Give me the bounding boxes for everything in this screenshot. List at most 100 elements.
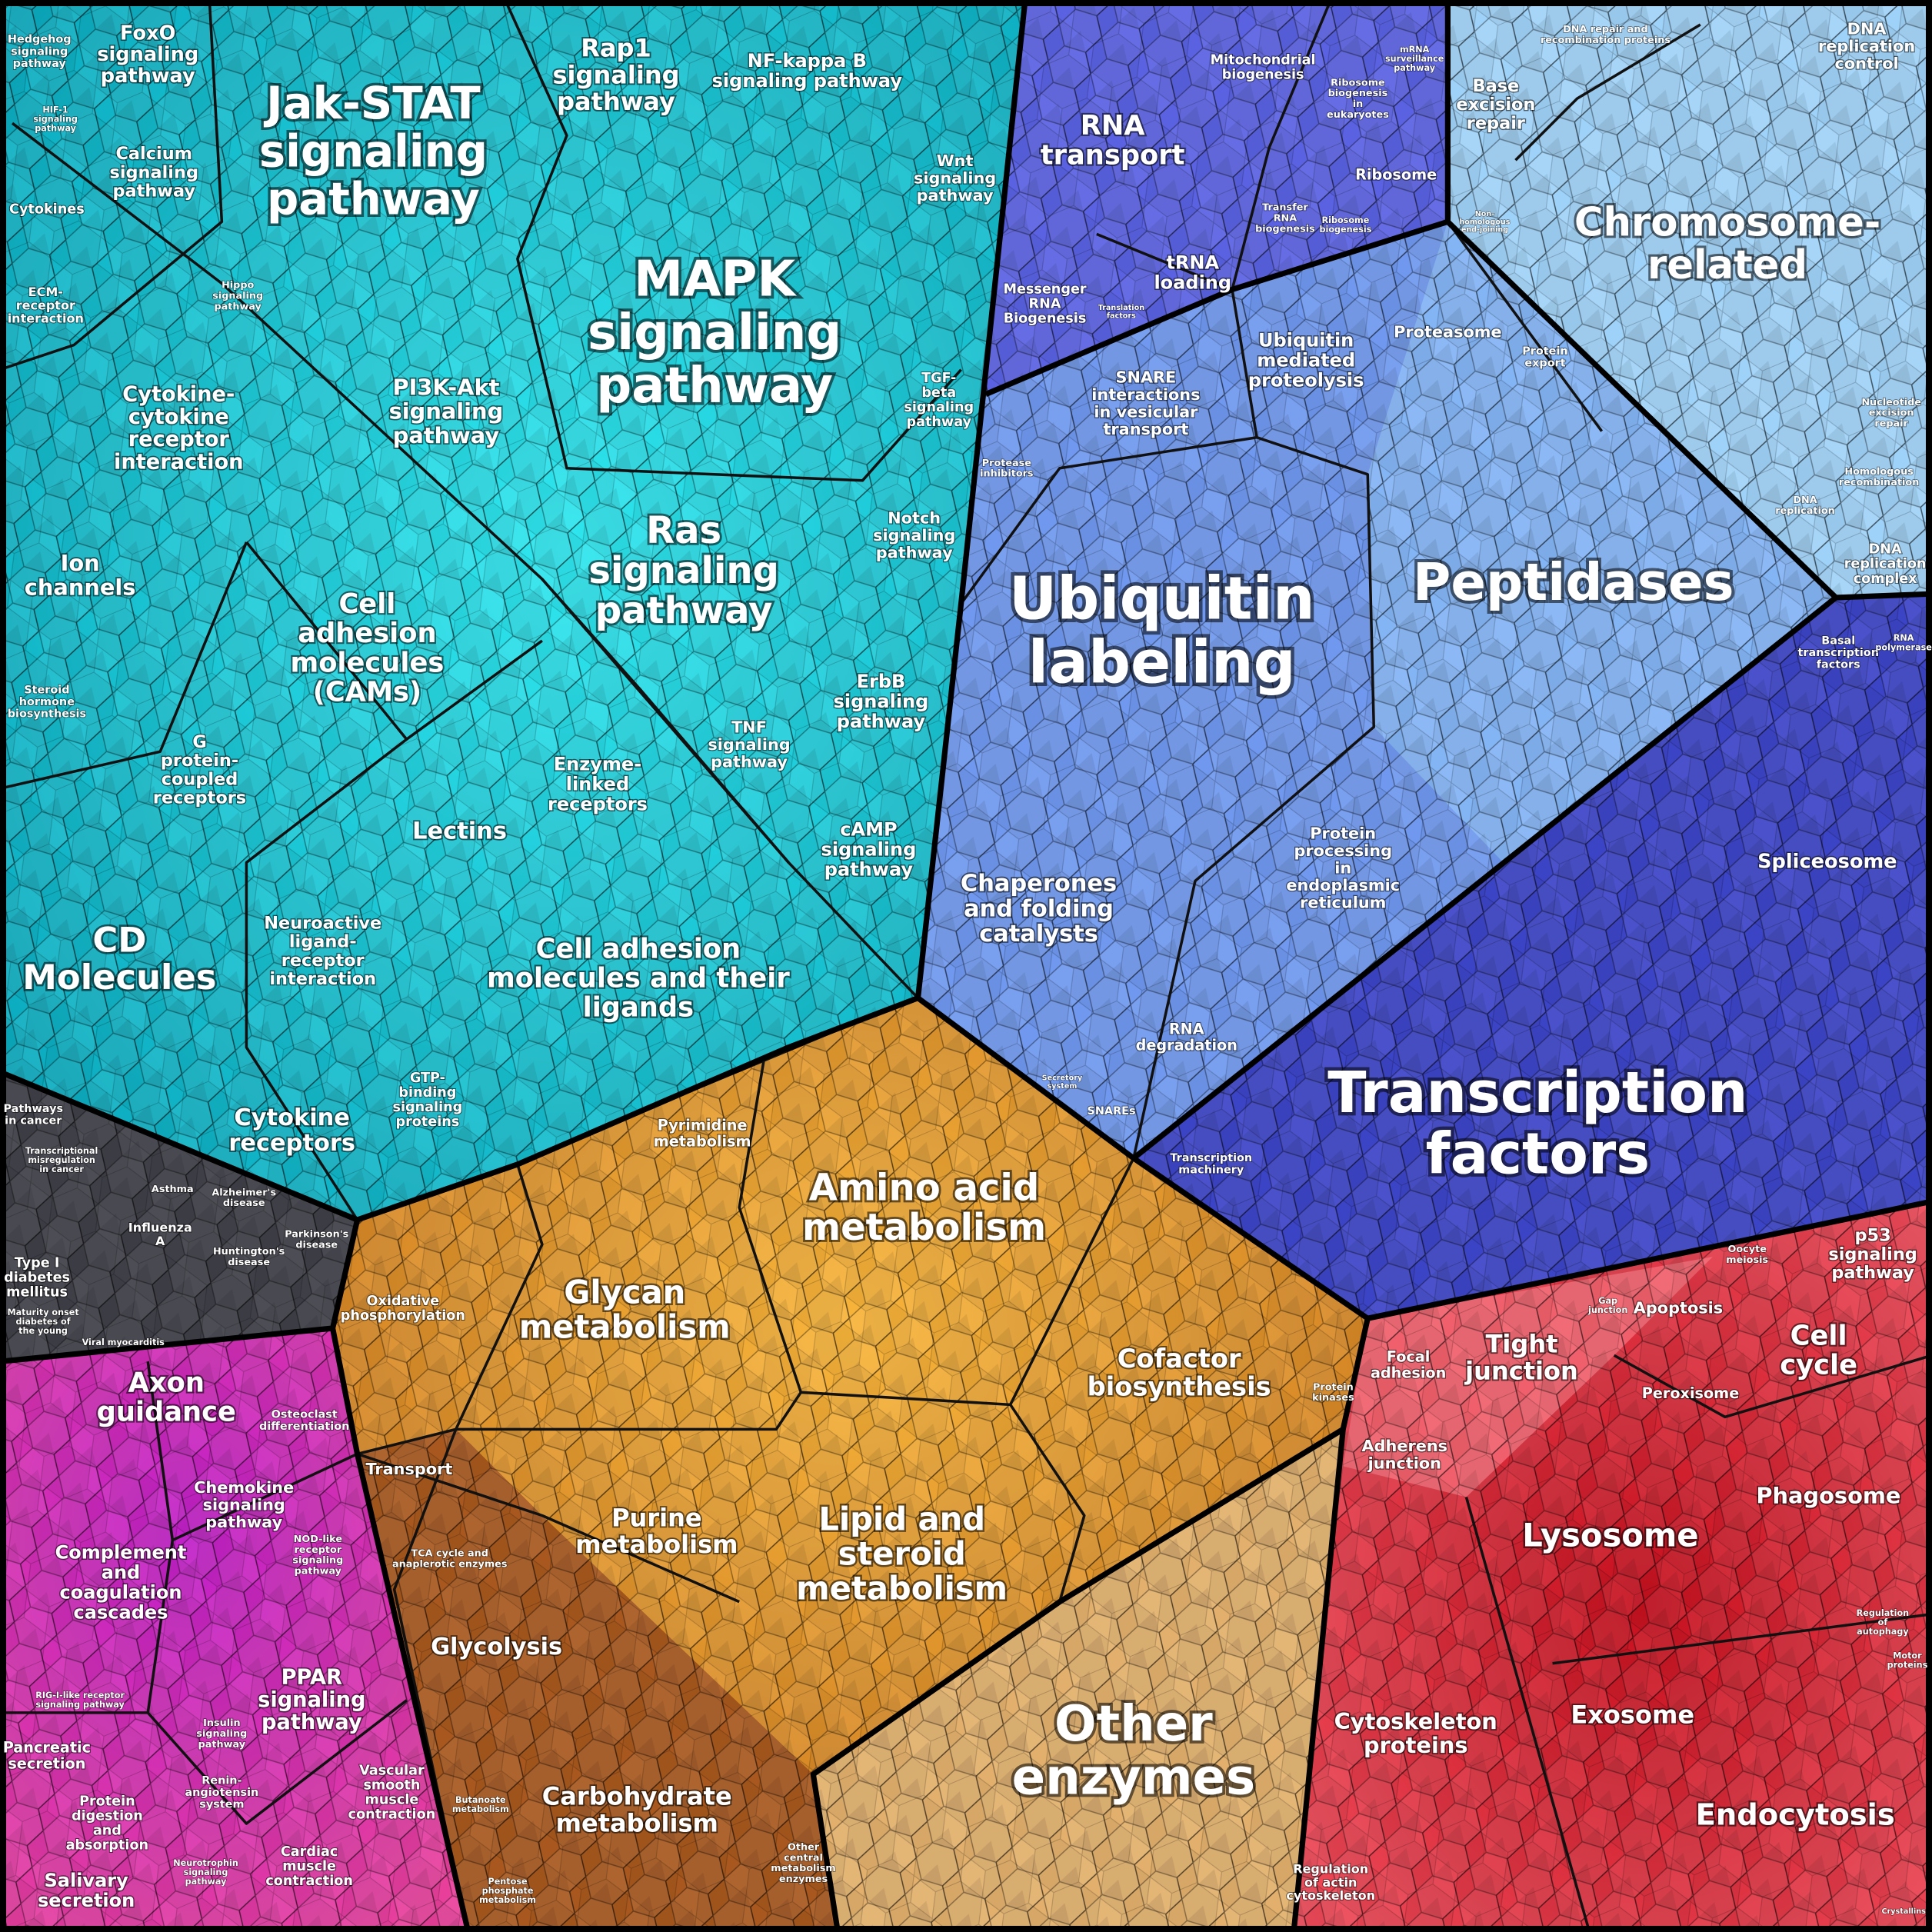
region-label: Pathways in cancer <box>3 1103 63 1128</box>
region-label: PI3K-Akt signaling pathway <box>389 375 504 448</box>
region-label: Rap1 signaling pathway <box>552 34 679 116</box>
region-label: Insulin signaling pathway <box>196 1717 247 1750</box>
region-label: Regulation of actin cytoskeleton <box>1286 1861 1375 1903</box>
region-label: Mitochondrial biogenesis <box>1211 53 1316 83</box>
region-label: GTP-binding signaling proteins <box>393 1071 463 1130</box>
region-label: Cell cycle <box>1780 1320 1857 1381</box>
region-label: Carbohydrate metabolism <box>542 1782 732 1838</box>
region-label: Butanoate metabolism <box>452 1795 509 1814</box>
region-label: Transcription machinery <box>1170 1152 1252 1177</box>
region-label: Hedgehog signaling pathway <box>8 34 72 70</box>
region-label: MAPK signaling pathway <box>588 251 841 414</box>
region-label: SNARE interactions in vesicular transport <box>1091 368 1200 438</box>
region-label: Osteoclast differentiation <box>259 1408 349 1433</box>
region-label: Other enzymes <box>1012 1696 1256 1806</box>
region-label: TCA cycle and anaplerotic enzymes <box>392 1547 508 1570</box>
region-label: Pancreatic secretion <box>3 1738 91 1772</box>
region-label: Pyrimidine metabolism <box>654 1116 751 1150</box>
region-label: Maturity onset diabetes of the young <box>7 1307 79 1336</box>
region-label: Cofactor biosynthesis <box>1088 1344 1271 1401</box>
region-label: Steroid hormone biosynthesis <box>8 685 86 721</box>
region-label: Enzyme-linked receptors <box>548 754 648 815</box>
region-label: Protein export <box>1522 345 1567 370</box>
region-label: Gap junction <box>1587 1296 1627 1315</box>
region-label: Oocyte meiosis <box>1726 1243 1768 1265</box>
region-label: Exosome <box>1571 1700 1694 1730</box>
region-label: CD Molecules <box>22 919 216 997</box>
region-label: Asthma <box>152 1183 194 1194</box>
region-label: Neuroactive ligand-receptor interaction <box>264 913 381 989</box>
region-label: Focal adhesion <box>1371 1347 1446 1381</box>
region-label: Non-homologous end-joining <box>1459 210 1510 235</box>
region-label: Influenza A <box>128 1220 192 1247</box>
region-label: Nucleotide excision repair <box>1861 396 1921 429</box>
region-label: Glycolysis <box>431 1633 562 1660</box>
region-label: Calcium signaling pathway <box>110 144 198 201</box>
region-label: Ribosome biogenesis in eukaryotes <box>1327 77 1389 121</box>
region-label: Parkinson's disease <box>285 1228 348 1251</box>
region-label: Purine metabolism <box>575 1504 738 1560</box>
region-label: Ribosome biogenesis <box>1319 215 1371 235</box>
region-label: Tight junction <box>1464 1330 1578 1386</box>
region-label: Amino acid metabolism <box>802 1166 1046 1249</box>
region-label: Protein kinases <box>1312 1381 1354 1404</box>
region-label: Other central metabolism enzymes <box>771 1841 835 1885</box>
region-label: Regulation of autophagy <box>1857 1608 1910 1637</box>
region-label: Pentose phosphate metabolism <box>479 1877 536 1905</box>
region-label: Cytoskeleton proteins <box>1334 1708 1497 1758</box>
region-label: Neurotrophin signaling pathway <box>173 1858 238 1887</box>
region-label: Viral myocarditis <box>82 1337 165 1347</box>
region-label: Chromosome-related <box>1574 200 1880 288</box>
region-label: Messenger RNA Biogenesis <box>1003 282 1086 327</box>
region-label: RNA transport <box>1041 110 1185 171</box>
region-label: Peroxisome <box>1642 1384 1740 1401</box>
region-label: Ubiquitin labeling <box>1009 565 1315 698</box>
region-label: Base excision repair <box>1456 75 1535 132</box>
region-label: Cardiac muscle contraction <box>265 1844 353 1889</box>
region-label: NOD-like receptor signaling pathway <box>292 1534 343 1577</box>
region-label: Transport <box>365 1460 452 1478</box>
region-label: DNA replication complex <box>1844 542 1927 587</box>
region-label: Protein digestion and absorption <box>66 1794 148 1853</box>
region-label: Hippo signaling pathway <box>212 279 263 312</box>
region-label: Peptidases <box>1413 552 1734 612</box>
region-label: RIG-I-like receptor signaling pathway <box>35 1690 125 1710</box>
region-label: Salivary secretion <box>38 1870 135 1911</box>
region-label: Ubiquitin mediated proteolysis <box>1248 329 1364 391</box>
region-label: Apoptosis <box>1634 1298 1723 1317</box>
region-label: Cell adhesion molecules (CAMs) <box>291 588 445 708</box>
region-label: HIF-1 signaling pathway <box>33 105 78 133</box>
region-label: Endocytosis <box>1696 1797 1895 1832</box>
region-label: Notch signaling pathway <box>873 508 955 561</box>
region-label: Renin-angiotensin system <box>185 1774 258 1810</box>
region-label: Transcriptional misregulation in cancer <box>25 1146 98 1174</box>
region-label: PPAR signaling pathway <box>258 1665 365 1734</box>
region-label: Chaperones and folding catalysts <box>961 870 1117 948</box>
region-label: Ras signaling pathway <box>588 509 779 632</box>
region-label: Alzheimer's disease <box>212 1187 276 1209</box>
region-label: Axon guidance <box>97 1367 236 1427</box>
region-label: Basal transcription factors <box>1798 635 1879 671</box>
region-label: Ribosome <box>1355 165 1437 183</box>
region-label: DNA replication <box>1775 494 1835 516</box>
region-label: Cytokine receptors <box>228 1104 355 1157</box>
region-label: RNA degradation <box>1136 1020 1237 1054</box>
region-label: Crystallins <box>1882 1907 1927 1916</box>
region-label: Translation factors <box>1098 304 1145 320</box>
region-label: tRNA loading <box>1154 252 1231 294</box>
region-label: Protein processing in endoplasmic reticulum <box>1286 824 1400 911</box>
region-label: DNA repair and recombination proteins <box>1541 23 1671 45</box>
region-label: Phagosome <box>1756 1482 1900 1508</box>
region-label: TNF signaling pathway <box>708 718 790 771</box>
region-label: Lysosome <box>1522 1516 1698 1554</box>
region-label: cAMP signaling pathway <box>821 818 917 880</box>
region-label: mRNA surveillance pathway <box>1385 45 1444 73</box>
region-label: Transcription factors <box>1327 1061 1747 1188</box>
region-label: FoxO signaling pathway <box>97 22 198 87</box>
region-label: Proteasome <box>1394 323 1501 341</box>
region-label: Oxidative phosphorylation <box>341 1294 465 1324</box>
